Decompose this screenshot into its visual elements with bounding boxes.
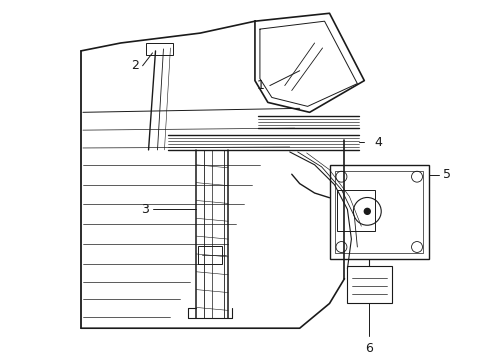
- Text: 2: 2: [131, 59, 139, 72]
- Text: 4: 4: [374, 135, 382, 149]
- Bar: [198, 246, 222, 264]
- Text: 1: 1: [257, 79, 265, 92]
- Text: 5: 5: [443, 168, 451, 181]
- Bar: [336, 171, 423, 253]
- Bar: [329, 165, 429, 259]
- Text: 3: 3: [141, 203, 148, 216]
- Text: 6: 6: [366, 342, 373, 355]
- Bar: [146, 43, 173, 55]
- Bar: [347, 266, 392, 303]
- Bar: [338, 190, 375, 231]
- Circle shape: [365, 208, 370, 214]
